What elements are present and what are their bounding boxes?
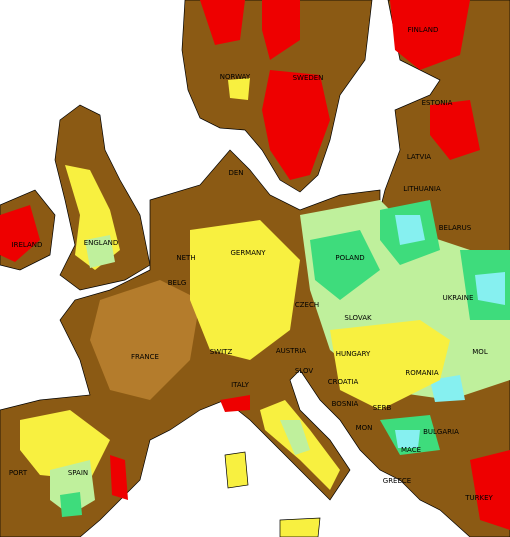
country-label: SLOVAK bbox=[344, 314, 372, 322]
country-label: CROATIA bbox=[328, 378, 359, 386]
country-label: PORT bbox=[9, 469, 28, 477]
country-label: HUNGARY bbox=[336, 350, 371, 358]
country-label: UKRAINE bbox=[443, 294, 474, 302]
country-label: SWEDEN bbox=[293, 74, 324, 82]
country-label: ESTONIA bbox=[422, 99, 453, 107]
country-label: ITALY bbox=[231, 381, 250, 389]
country-label: MON bbox=[356, 424, 373, 432]
country-label: NETH bbox=[176, 254, 195, 262]
country-label: TURKEY bbox=[464, 494, 493, 502]
country-label: DEN bbox=[228, 169, 243, 177]
country-label: SWITZ bbox=[210, 348, 233, 356]
country-label: FRANCE bbox=[131, 353, 159, 361]
country-label: SERB bbox=[373, 404, 392, 412]
country-label: LITHUANIA bbox=[403, 185, 441, 193]
country-label: GREECE bbox=[383, 477, 411, 485]
country-label: MOL bbox=[472, 348, 488, 356]
country-label: IRELAND bbox=[12, 241, 43, 249]
country-label: LATVIA bbox=[407, 153, 431, 161]
country-label: CZECH bbox=[295, 301, 319, 309]
country-label: BELG bbox=[168, 279, 187, 287]
country-label: MACE bbox=[401, 446, 421, 454]
country-label: ENGLAND bbox=[84, 239, 119, 247]
country-label: AUSTRIA bbox=[276, 347, 307, 355]
country-label: GERMANY bbox=[230, 249, 266, 257]
country-labels: FINLAND NORWAY SWEDEN ESTONIA LATVIA LIT… bbox=[9, 26, 494, 502]
country-label: POLAND bbox=[335, 254, 364, 262]
country-label: NORWAY bbox=[220, 73, 251, 81]
country-label: BOSNIA bbox=[332, 400, 359, 408]
country-label: BULGARIA bbox=[423, 428, 459, 436]
country-label: SPAIN bbox=[68, 469, 88, 477]
country-label: FINLAND bbox=[408, 26, 439, 34]
country-label: SLOV bbox=[295, 367, 313, 375]
country-label: BELARUS bbox=[439, 224, 472, 232]
country-label: ROMANIA bbox=[405, 369, 439, 377]
